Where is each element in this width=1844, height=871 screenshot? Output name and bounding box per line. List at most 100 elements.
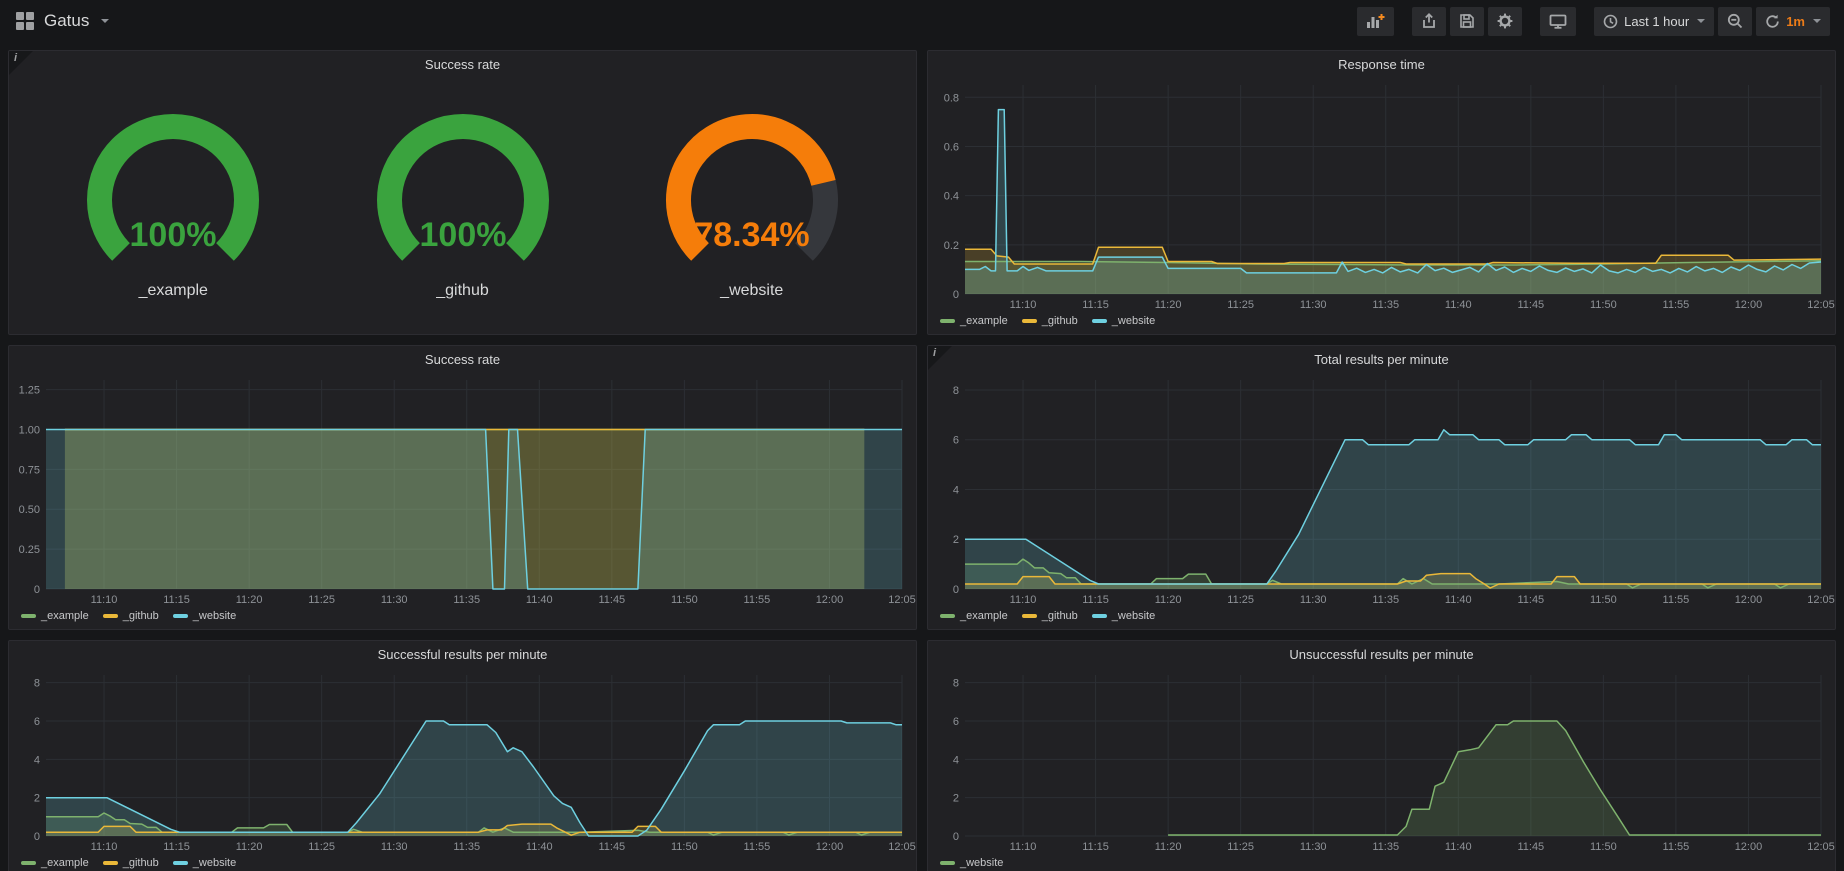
svg-text:11:50: 11:50 <box>1590 299 1617 311</box>
svg-text:11:40: 11:40 <box>526 594 553 606</box>
svg-text:11:20: 11:20 <box>236 594 263 606</box>
svg-text:8: 8 <box>953 385 959 397</box>
success-rate-chart[interactable]: 00.250.500.751.001.2511:1011:1511:2011:2… <box>9 372 916 607</box>
settings-button[interactable] <box>1488 7 1522 36</box>
svg-text:11:25: 11:25 <box>1227 841 1254 853</box>
gauge-row: 100%_example100%_github78.34%_website <box>9 77 916 334</box>
svg-text:0.4: 0.4 <box>944 191 959 203</box>
svg-text:11:10: 11:10 <box>1010 841 1037 853</box>
refresh-icon <box>1765 14 1780 29</box>
cycle-view-button[interactable] <box>1540 7 1576 36</box>
gear-icon <box>1497 13 1513 29</box>
time-range-picker[interactable]: Last 1 hour <box>1594 7 1714 36</box>
panel-title[interactable]: Success rate <box>9 346 916 372</box>
svg-text:11:35: 11:35 <box>1372 299 1399 311</box>
svg-text:12:00: 12:00 <box>1735 841 1763 853</box>
svg-text:4: 4 <box>953 754 959 766</box>
svg-text:0: 0 <box>953 584 959 596</box>
svg-text:11:35: 11:35 <box>1372 841 1399 853</box>
legend-item[interactable]: _example <box>21 857 89 869</box>
svg-text:11:15: 11:15 <box>163 594 190 606</box>
svg-text:12:05: 12:05 <box>1807 841 1835 853</box>
panel-total-results: i Total results per minute 0246811:1011:… <box>927 345 1836 630</box>
total-results-chart[interactable]: 0246811:1011:1511:2011:2511:3011:3511:40… <box>928 372 1835 607</box>
legend-item[interactable]: _example <box>940 315 1008 327</box>
svg-text:11:50: 11:50 <box>1590 841 1617 853</box>
panel-title[interactable]: Total results per minute <box>928 346 1835 372</box>
legend-item[interactable]: _github <box>103 857 159 869</box>
svg-text:11:20: 11:20 <box>1155 299 1182 311</box>
svg-text:6: 6 <box>953 716 959 728</box>
legend-item[interactable]: _github <box>103 610 159 622</box>
legend-item[interactable]: _website <box>1092 315 1155 327</box>
unsuccessful-results-chart[interactable]: 0246811:1011:1511:2011:2511:3011:3511:40… <box>928 667 1835 854</box>
successful-results-chart[interactable]: 0246811:1011:1511:2011:2511:3011:3511:40… <box>9 667 916 854</box>
response-time-chart[interactable]: 00.20.40.60.811:1011:1511:2011:2511:3011… <box>928 77 1835 312</box>
svg-text:8: 8 <box>34 678 40 690</box>
legend-label: _website <box>193 857 236 869</box>
panel-title[interactable]: Success rate <box>9 51 916 77</box>
svg-text:11:45: 11:45 <box>1517 299 1544 311</box>
legend-item[interactable]: _example <box>21 610 89 622</box>
legend-item[interactable]: _github <box>1022 315 1078 327</box>
svg-text:1.00: 1.00 <box>19 424 40 436</box>
svg-text:0.6: 0.6 <box>944 141 959 153</box>
svg-text:11:45: 11:45 <box>598 841 625 853</box>
chart-legend: _website <box>928 854 1835 871</box>
chart-svg: 0246811:1011:1511:2011:2511:3011:3511:40… <box>9 667 916 854</box>
share-button[interactable] <box>1412 7 1446 36</box>
gauge-label: _website <box>720 282 783 300</box>
legend-label: _example <box>41 610 89 622</box>
save-button[interactable] <box>1450 7 1484 36</box>
svg-text:4: 4 <box>34 754 40 766</box>
svg-text:11:35: 11:35 <box>453 841 480 853</box>
legend-label: _example <box>41 857 89 869</box>
chart-svg: 00.250.500.751.001.2511:1011:1511:2011:2… <box>9 372 916 607</box>
svg-text:11:55: 11:55 <box>744 841 771 853</box>
legend-item[interactable]: _website <box>940 857 1003 869</box>
legend-label: _example <box>960 315 1008 327</box>
svg-text:11:35: 11:35 <box>453 594 480 606</box>
dashboards-grid-icon[interactable] <box>16 12 34 30</box>
svg-text:11:50: 11:50 <box>671 841 698 853</box>
svg-text:2: 2 <box>953 534 959 546</box>
legend-item[interactable]: _example <box>940 610 1008 622</box>
svg-text:11:25: 11:25 <box>1227 299 1254 311</box>
svg-text:11:50: 11:50 <box>1590 594 1617 606</box>
chart-svg: 0246811:1011:1511:2011:2511:3011:3511:40… <box>928 372 1835 607</box>
panel-title[interactable]: Unsuccessful results per minute <box>928 641 1835 667</box>
svg-text:12:05: 12:05 <box>1807 594 1835 606</box>
info-corner-icon[interactable]: i <box>9 51 33 75</box>
svg-text:0: 0 <box>953 289 959 301</box>
svg-text:11:10: 11:10 <box>1010 594 1037 606</box>
gauge-label: _github <box>436 282 489 300</box>
legend-item[interactable]: _website <box>173 610 236 622</box>
svg-text:11:30: 11:30 <box>381 841 408 853</box>
legend-item[interactable]: _website <box>173 857 236 869</box>
svg-text:0: 0 <box>34 584 40 596</box>
gauge-_example: 100%_example <box>48 106 298 300</box>
svg-text:11:10: 11:10 <box>91 841 118 853</box>
legend-label: _website <box>193 610 236 622</box>
svg-text:11:25: 11:25 <box>308 594 335 606</box>
dashboard-title[interactable]: Gatus <box>44 11 89 31</box>
refresh-picker[interactable]: 1m <box>1756 7 1830 36</box>
panel-title[interactable]: Successful results per minute <box>9 641 916 667</box>
svg-text:12:00: 12:00 <box>1735 594 1763 606</box>
svg-text:11:30: 11:30 <box>381 594 408 606</box>
info-corner-icon[interactable]: i <box>928 346 952 370</box>
legend-item[interactable]: _github <box>1022 610 1078 622</box>
zoom-out-button[interactable] <box>1718 7 1752 36</box>
legend-label: _github <box>1042 610 1078 622</box>
svg-text:11:15: 11:15 <box>1082 594 1109 606</box>
gauge-value: 100% <box>419 216 506 254</box>
svg-text:11:30: 11:30 <box>1300 841 1327 853</box>
panel-title[interactable]: Response time <box>928 51 1835 77</box>
legend-color-mark <box>1022 614 1037 618</box>
add-panel-button[interactable] <box>1357 7 1394 36</box>
legend-color-mark <box>173 861 188 865</box>
legend-label: _github <box>123 610 159 622</box>
gauge-value: 100% <box>130 216 217 254</box>
svg-text:8: 8 <box>953 678 959 690</box>
legend-item[interactable]: _website <box>1092 610 1155 622</box>
